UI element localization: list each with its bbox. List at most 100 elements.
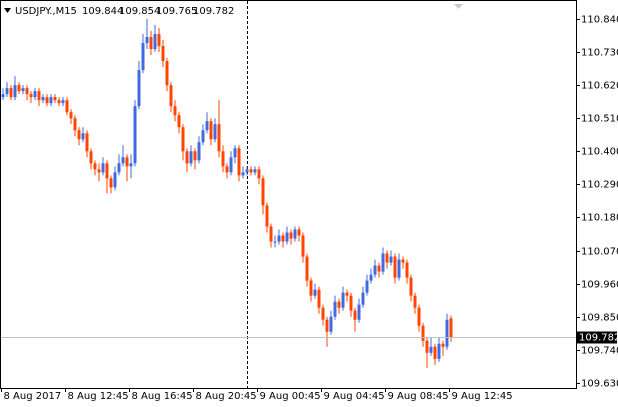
candle-body <box>169 85 173 107</box>
candle-body <box>177 115 181 128</box>
menu-arrow <box>4 8 11 13</box>
candle-body <box>121 157 125 164</box>
candle-body <box>141 43 145 71</box>
candle-body <box>49 97 53 104</box>
y-tick-label: 110.070 <box>581 247 618 258</box>
candle-body <box>13 85 17 98</box>
candle-body <box>153 33 157 50</box>
candle-body <box>33 91 37 98</box>
candle-body <box>133 106 137 164</box>
candle-body <box>297 229 301 236</box>
candle-body <box>397 259 401 278</box>
candle-body <box>381 253 385 272</box>
y-tick-label: 109.740 <box>581 346 618 357</box>
candle-body <box>193 151 197 161</box>
candle-body <box>197 142 201 161</box>
candle-body <box>341 292 345 308</box>
candle-body <box>333 301 337 317</box>
candle-body <box>185 151 189 164</box>
candle-body <box>421 325 425 341</box>
candle-body <box>189 151 193 164</box>
candle-body <box>85 133 89 152</box>
candle-body <box>9 88 13 98</box>
current-price-box <box>577 331 617 344</box>
candle-body <box>77 130 81 140</box>
header-open: 109.844 <box>82 6 123 17</box>
chart-title: USDJPY.,M15 <box>15 6 77 17</box>
candle-body <box>181 127 185 152</box>
candle-body <box>377 265 381 272</box>
candle-body <box>405 262 409 278</box>
candle-body <box>157 33 161 47</box>
candle-body <box>45 97 49 104</box>
y-tick-label: 109.850 <box>581 313 618 324</box>
y-tick-label: 110.840 <box>581 15 618 26</box>
x-tick-label: 9 Aug 08:45 <box>388 391 449 402</box>
candle-body <box>337 301 341 308</box>
candle-body <box>437 343 441 359</box>
candle-body <box>293 229 297 239</box>
candle-body <box>445 319 449 347</box>
shift-marker <box>454 4 463 9</box>
y-tick-label: 109.630 <box>581 379 618 390</box>
candle-body <box>41 97 45 101</box>
candle-body <box>409 277 413 296</box>
y-tick-label: 110.290 <box>581 180 618 191</box>
candle-body <box>105 163 109 179</box>
candle-body <box>29 94 33 98</box>
candle-body <box>53 97 57 101</box>
candle-body <box>273 241 277 243</box>
y-tick-label: 109.960 <box>581 280 618 291</box>
x-tick-label: 8 Aug 12:45 <box>68 391 129 402</box>
candle-body <box>17 85 21 92</box>
candle-body <box>233 148 237 158</box>
candle-body <box>209 121 213 140</box>
candle-body <box>269 226 273 242</box>
candle-body <box>441 343 445 347</box>
y-tick-label: 110.730 <box>581 48 618 59</box>
candle-body <box>369 274 373 281</box>
candle-body <box>265 205 269 227</box>
candle-body <box>277 235 281 242</box>
candle-body <box>101 163 105 173</box>
candle-body <box>345 292 349 296</box>
candle-body <box>225 166 229 173</box>
candle-body <box>253 169 257 173</box>
candle-body <box>401 259 405 263</box>
y-tick-label: 110.400 <box>581 147 618 158</box>
candle-body <box>241 172 245 176</box>
candle-body <box>425 340 429 353</box>
candle-body <box>165 61 169 86</box>
candle-body <box>37 91 41 101</box>
candle-body <box>21 88 25 92</box>
candle-body <box>117 163 121 173</box>
candle-body <box>321 307 325 320</box>
y-tick-label: 110.510 <box>581 114 618 125</box>
x-tick-label: 8 Aug 16:45 <box>132 391 193 402</box>
candle-body <box>417 307 421 326</box>
candle-body <box>213 124 217 140</box>
candle-body <box>57 100 61 104</box>
candle-body <box>245 169 249 173</box>
x-tick-label: 8 Aug 20:45 <box>196 391 257 402</box>
candle-body <box>257 169 261 179</box>
candle-body <box>353 310 357 320</box>
candle-body <box>433 346 437 359</box>
candle-body <box>201 130 205 143</box>
candle-body <box>73 118 77 131</box>
candle-body <box>5 88 9 95</box>
candle-body <box>289 232 293 239</box>
candle-body <box>389 256 393 263</box>
current-price-label: 109.782 <box>579 333 618 344</box>
candle-body <box>89 151 93 164</box>
candle-body <box>25 88 29 95</box>
candle-body <box>173 106 177 116</box>
candle-body <box>429 346 433 353</box>
candle-body <box>261 178 265 206</box>
header-low: 109.765 <box>156 6 197 17</box>
candle-body <box>81 133 85 140</box>
candle-body <box>329 316 333 332</box>
candle-body <box>149 36 153 50</box>
candle-body <box>393 256 397 278</box>
candle-body <box>285 232 289 242</box>
